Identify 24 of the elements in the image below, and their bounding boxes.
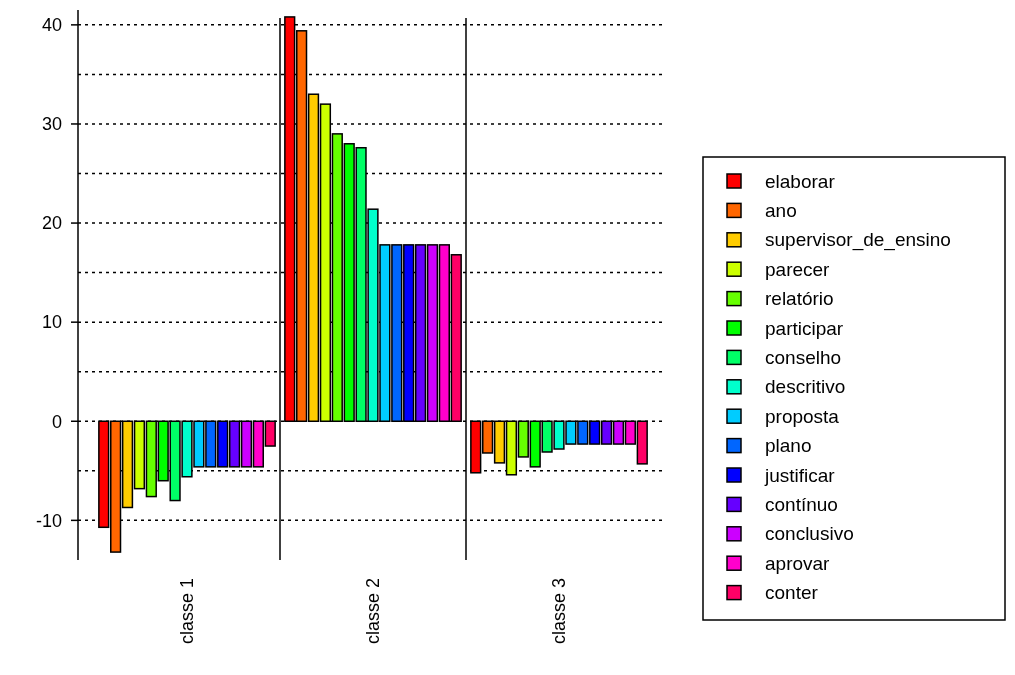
legend-label: descritivo xyxy=(765,376,846,398)
legend-label: contínuo xyxy=(765,494,838,516)
legend-label: relatório xyxy=(765,288,834,310)
y-tick-label: 40 xyxy=(41,15,62,36)
y-tick-label: 20 xyxy=(41,213,62,234)
legend-label: plano xyxy=(765,435,812,457)
x-tick-label: classe 1 xyxy=(177,578,198,645)
legend-label: conselho xyxy=(765,347,842,369)
legend-label: supervisor_de_ensino xyxy=(765,229,951,252)
x-tick-label: classe 3 xyxy=(549,578,570,645)
legend-label: parecer xyxy=(765,258,831,280)
legend-label: ano xyxy=(765,200,797,222)
legend-label: elaborar xyxy=(765,170,836,192)
legend-label: aprovar xyxy=(765,552,831,574)
legend-label: proposta xyxy=(765,405,840,427)
y-tick-label: 30 xyxy=(41,114,62,135)
legend-label: conclusivo xyxy=(765,523,854,545)
y-tick-label: 10 xyxy=(41,312,62,333)
legend-label: participar xyxy=(765,317,844,339)
y-tick-label: -10 xyxy=(35,510,62,531)
x-tick-label: classe 2 xyxy=(363,578,384,645)
legend-label: conter xyxy=(765,582,819,604)
y-tick-label: 0 xyxy=(51,411,62,432)
legend-label: justificar xyxy=(764,464,836,486)
